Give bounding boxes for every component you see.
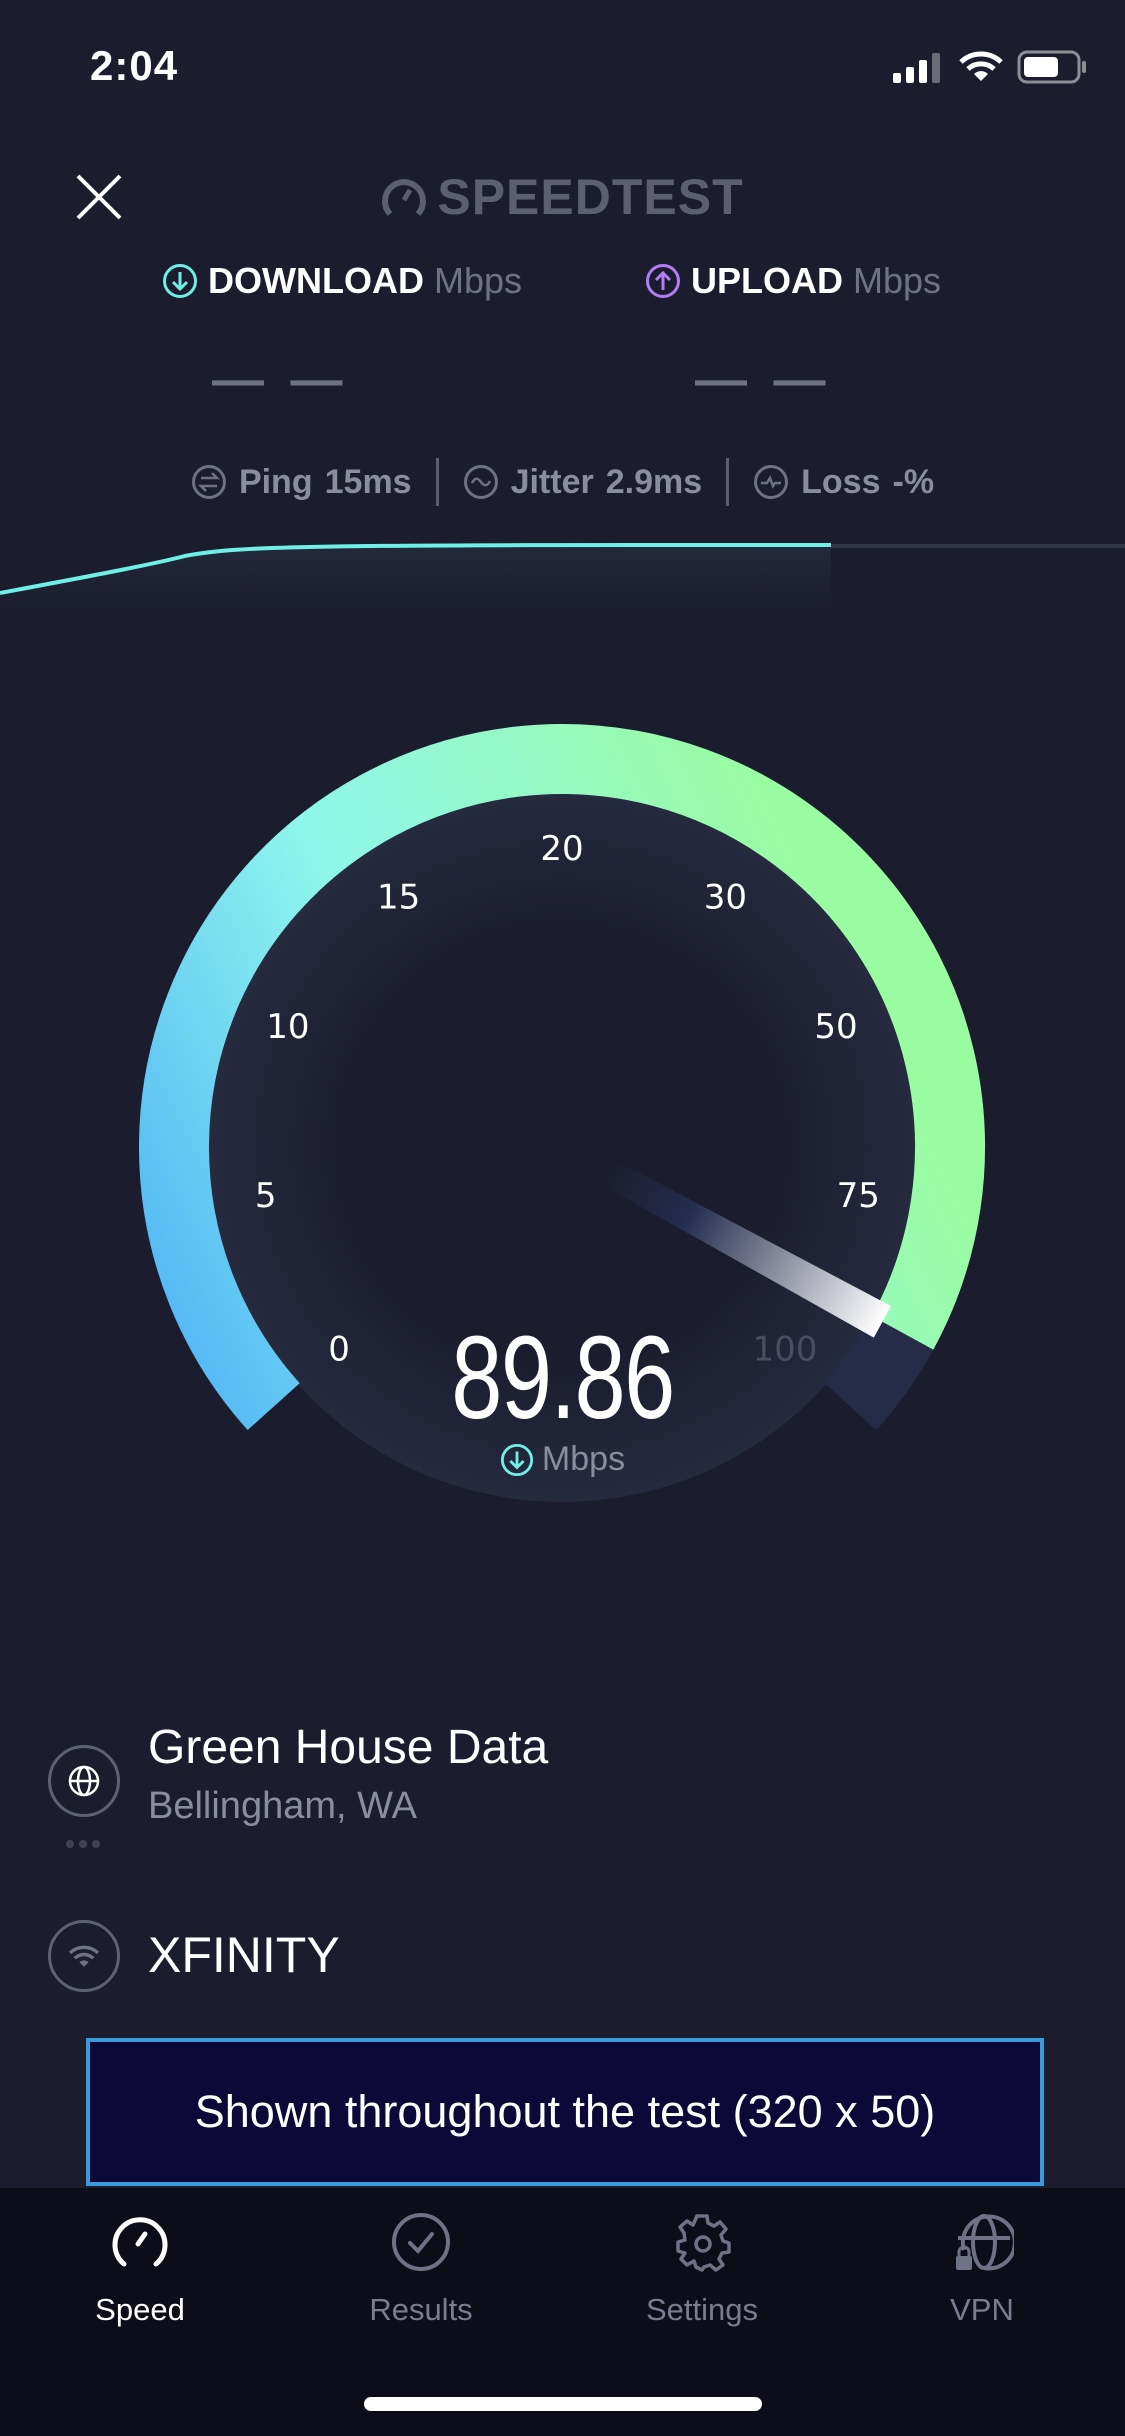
ping-icon xyxy=(191,465,226,499)
download-value: — — xyxy=(212,351,349,409)
loss-icon xyxy=(754,465,789,499)
download-icon xyxy=(163,264,197,298)
progress-graph-fill-area xyxy=(0,545,831,640)
wifi-icon xyxy=(68,1945,100,1967)
gauge-tick-label: 75 xyxy=(837,1176,880,1216)
jitter-icon xyxy=(463,465,498,499)
speedometer-icon xyxy=(112,2217,168,2267)
more-dots-icon xyxy=(66,1840,100,1848)
gauge-tick-label: 20 xyxy=(540,829,583,869)
gauge-tick-label: 5 xyxy=(255,1176,277,1216)
ad-banner[interactable]: Shown throughout the test (320 x 50) xyxy=(86,2038,1044,2186)
ad-text: Shown throughout the test (320 x 50) xyxy=(194,2086,936,2137)
status-icons xyxy=(893,50,1087,84)
speedtest-logo: SPEEDTEST xyxy=(0,168,1125,226)
current-speed-unit-row: Mbps xyxy=(0,1440,1125,1479)
loss-label: Loss xyxy=(801,462,881,501)
server-button[interactable] xyxy=(48,1745,120,1817)
speed-gauge: 0 5 10 15 20 30 50 75 100 xyxy=(0,543,1125,1502)
upload-unit: Mbps xyxy=(853,260,942,301)
tab-results-label: Results xyxy=(369,2292,473,2327)
gauge-needle xyxy=(599,1158,892,1338)
stats-row: Ping 15ms Jitter 2.9ms Loss -% xyxy=(0,458,1125,506)
cellular-signal-icon xyxy=(893,53,940,83)
status-time: 2:04 xyxy=(90,42,179,89)
tab-results[interactable]: Results xyxy=(321,2210,521,2328)
server-name[interactable]: Green House Data xyxy=(148,1721,549,1774)
wifi-icon xyxy=(959,51,1003,81)
ping-value: 15 xyxy=(324,462,363,501)
isp-name: XFINITY xyxy=(148,1927,340,1983)
upload-header: UPLOAD Mbps xyxy=(645,260,941,302)
loss-unit: % xyxy=(903,462,935,501)
tab-speed-label: Speed xyxy=(95,2292,185,2327)
divider xyxy=(726,458,730,506)
gauge-tick-label: 50 xyxy=(814,1007,857,1047)
ping-label: Ping xyxy=(238,462,313,501)
tab-bar: Speed Results Settings VPN xyxy=(0,2188,1125,2436)
server-location: Bellingham, WA xyxy=(148,1785,417,1827)
home-indicator[interactable] xyxy=(364,2397,762,2411)
progress-graph-line xyxy=(0,543,832,595)
logo-text: SPEEDTEST xyxy=(437,169,744,225)
jitter-stat: Jitter 2.9ms xyxy=(439,463,727,502)
jitter-value: 2.9 xyxy=(605,462,653,501)
battery-icon xyxy=(1017,50,1086,84)
globe-icon xyxy=(68,1765,100,1797)
download-label: DOWNLOAD xyxy=(208,260,424,301)
tab-vpn-label: VPN xyxy=(950,2292,1014,2327)
loss-value: - xyxy=(892,462,904,501)
close-button[interactable] xyxy=(74,172,124,222)
upload-icon xyxy=(646,264,680,298)
upload-value: — — xyxy=(695,351,832,409)
gauge-tick-label: 30 xyxy=(704,877,747,917)
divider xyxy=(435,458,439,506)
gauge-progress-arc xyxy=(139,724,985,1430)
gauge-tick-label: 0 xyxy=(328,1330,350,1370)
loss-stat: Loss -% xyxy=(729,463,958,502)
isp-icon-badge xyxy=(48,1920,120,1992)
tab-settings[interactable]: Settings xyxy=(602,2210,802,2328)
globe-lock-icon xyxy=(956,2214,1014,2271)
check-circle-icon xyxy=(392,2213,450,2271)
gear-icon xyxy=(676,2214,731,2272)
download-header: DOWNLOAD Mbps xyxy=(162,260,522,302)
tab-speed[interactable]: Speed xyxy=(40,2210,240,2328)
tab-vpn[interactable]: VPN xyxy=(882,2210,1082,2328)
gauge-face xyxy=(207,792,917,1502)
jitter-label: Jitter xyxy=(510,462,594,501)
current-speed-unit: Mbps xyxy=(541,1440,626,1478)
tab-settings-label: Settings xyxy=(645,2292,758,2327)
gauge-tick-label: 100 xyxy=(752,1330,817,1370)
jitter-unit: ms xyxy=(652,462,703,501)
current-speed-value: 89.86 xyxy=(451,1312,675,1444)
download-unit: Mbps xyxy=(433,260,522,301)
upload-label: UPLOAD xyxy=(691,260,843,301)
ping-stat: Ping 15ms xyxy=(167,463,436,502)
download-icon xyxy=(500,1443,533,1476)
gauge-tick-label: 10 xyxy=(266,1007,309,1047)
ping-unit: ms xyxy=(362,462,412,501)
gauge-tick-label: 15 xyxy=(377,877,420,917)
speedometer-logo-icon xyxy=(382,179,427,217)
